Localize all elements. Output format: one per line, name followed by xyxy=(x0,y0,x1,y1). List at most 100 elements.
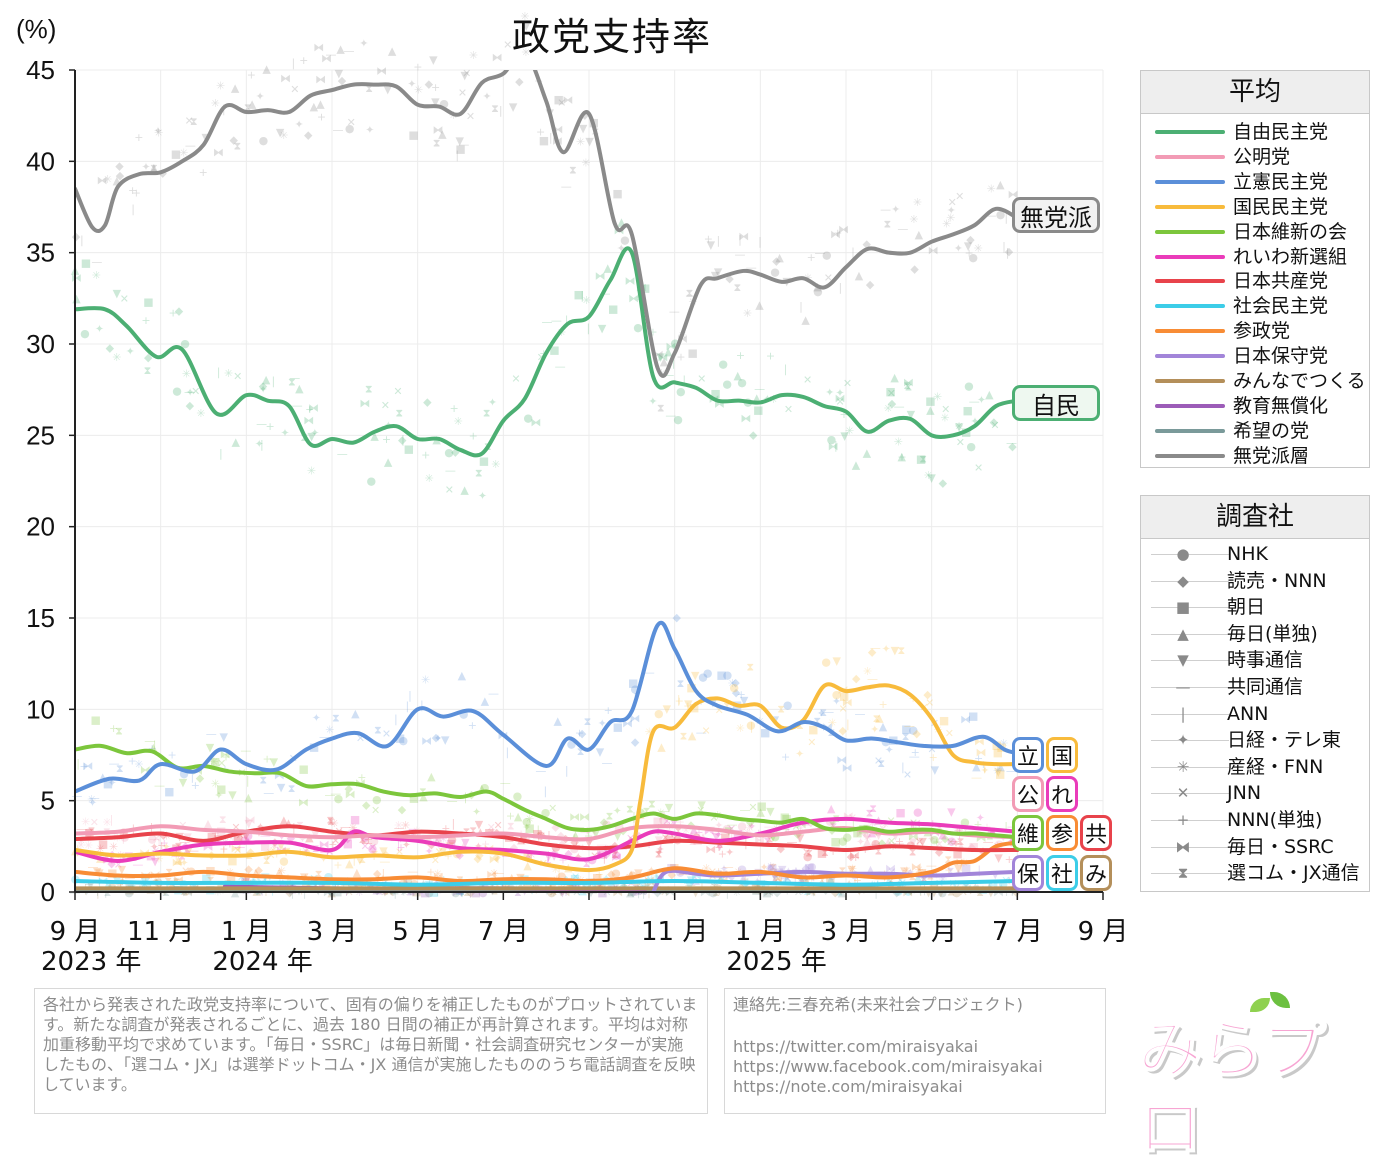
poll-point: ✳ xyxy=(454,415,463,428)
poll-point: ● xyxy=(966,440,976,453)
poll-point: ✳ xyxy=(636,877,645,890)
legend-swatch xyxy=(1155,229,1225,234)
poll-point: ✕ xyxy=(935,838,944,851)
poll-point: ✦ xyxy=(141,161,150,174)
poll-point: ✦ xyxy=(881,642,890,655)
poll-point: ✕ xyxy=(114,858,123,871)
poll-point: ✕ xyxy=(181,865,190,878)
poll-point: ✦ xyxy=(256,821,265,834)
poll-point: ▲ xyxy=(884,836,893,849)
poll-point: ● xyxy=(822,249,832,262)
legend-swatch xyxy=(1155,204,1225,209)
poll-point: ▲ xyxy=(150,161,159,174)
poll-point: ✳ xyxy=(868,817,877,830)
poll-point: ▼ xyxy=(697,798,706,811)
poll-point: ● xyxy=(369,835,379,848)
poll-point: + xyxy=(141,314,150,327)
series-line xyxy=(75,246,1020,458)
pollster-marker-icon: + xyxy=(1176,811,1190,829)
poll-point: ⧗ xyxy=(312,878,320,891)
poll-point: ▼ xyxy=(307,430,316,443)
poll-point: ✳ xyxy=(179,146,188,159)
poll-point: ⧗ xyxy=(819,706,827,719)
legend-label: 公明党 xyxy=(1233,145,1291,168)
poll-point: ⧗ xyxy=(680,730,688,743)
poll-point: ▲ xyxy=(879,720,888,733)
poll-point: ● xyxy=(722,377,732,390)
contact-link-twitter[interactable]: https://twitter.com/miraisyakai xyxy=(733,1037,979,1056)
poll-point: ● xyxy=(947,835,957,848)
poll-point: ⧓ xyxy=(172,856,183,869)
poll-point: ✦ xyxy=(634,829,643,842)
logo-text: みらプロ xyxy=(1137,1013,1327,1167)
poll-point: ■ xyxy=(98,838,108,851)
poll-point: ✕ xyxy=(237,871,246,884)
poll-point: ✦ xyxy=(425,845,434,858)
poll-point: + xyxy=(918,875,927,888)
poll-point: + xyxy=(807,251,816,264)
poll-point: ✦ xyxy=(795,747,804,760)
poll-point: — xyxy=(541,315,552,328)
poll-point: ⧓ xyxy=(988,879,999,892)
poll-point: ✳ xyxy=(134,758,143,771)
contact-link-facebook[interactable]: https://www.facebook.com/miraisyakai xyxy=(733,1057,1043,1076)
poll-point: ✕ xyxy=(356,732,365,745)
poll-point: ◆ xyxy=(941,832,950,845)
poll-point: ● xyxy=(567,737,577,750)
poll-point: ⧗ xyxy=(315,867,323,880)
poll-point: ● xyxy=(807,860,817,873)
poll-point: | xyxy=(80,233,84,246)
contact-link-note[interactable]: https://note.com/miraisyakai xyxy=(733,1077,963,1096)
poll-point: ✦ xyxy=(977,393,986,406)
x-tick-label: 5 月 xyxy=(392,917,443,947)
poll-point: ● xyxy=(259,134,269,147)
poll-point: ● xyxy=(746,718,756,731)
poll-point: ▼ xyxy=(228,788,237,801)
poll-point: ▼ xyxy=(691,669,700,682)
poll-point: ▼ xyxy=(276,126,285,139)
poll-point: ⧓ xyxy=(173,874,184,887)
poll-point: + xyxy=(953,824,962,837)
poll-point: ✦ xyxy=(719,862,728,875)
poll-point: ⧗ xyxy=(686,287,694,300)
poll-point: ● xyxy=(439,97,449,110)
poll-point: ▲ xyxy=(752,392,761,405)
poll-point: ✳ xyxy=(909,213,918,226)
poll-point: ▼ xyxy=(627,873,636,886)
poll-point: ✦ xyxy=(600,878,609,891)
poll-point: ⧗ xyxy=(746,660,754,673)
poll-point: ■ xyxy=(404,442,414,455)
poll-point: ✳ xyxy=(277,864,286,877)
poll-point: — xyxy=(124,872,135,885)
poll-point: ● xyxy=(459,707,469,720)
poll-point: ● xyxy=(871,837,881,850)
poll-point: — xyxy=(727,818,738,831)
poll-point: ✕ xyxy=(368,841,377,854)
poll-point: ■ xyxy=(830,835,840,848)
poll-point: — xyxy=(320,845,331,858)
poll-point: ▲ xyxy=(852,458,861,471)
poll-point: ● xyxy=(718,357,728,370)
poll-point: ▼ xyxy=(460,69,469,82)
poll-point: + xyxy=(741,872,750,885)
poll-point: | xyxy=(157,833,161,846)
poll-point: ✦ xyxy=(714,819,723,832)
poll-point: ■ xyxy=(524,822,534,835)
poll-point: ✳ xyxy=(576,135,585,148)
poll-point: ● xyxy=(737,819,747,832)
poll-point: ✦ xyxy=(312,712,321,725)
poll-point: ▲ xyxy=(603,262,612,275)
poll-point: ▲ xyxy=(523,859,532,872)
poll-point: ◆ xyxy=(888,397,897,410)
poll-point: ◆ xyxy=(398,803,407,816)
poll-point: ✕ xyxy=(152,832,161,845)
poll-point: ✕ xyxy=(266,849,275,862)
poll-point: ⧗ xyxy=(382,875,390,888)
poll-point: ✳ xyxy=(999,737,1008,750)
poll-point: ▼ xyxy=(431,96,440,109)
party-tag: 立 xyxy=(1012,737,1044,773)
poll-point: ● xyxy=(842,831,852,844)
pollster-line xyxy=(1151,660,1229,662)
poll-point: ▼ xyxy=(832,655,841,668)
poll-point: ⧓ xyxy=(553,123,564,136)
